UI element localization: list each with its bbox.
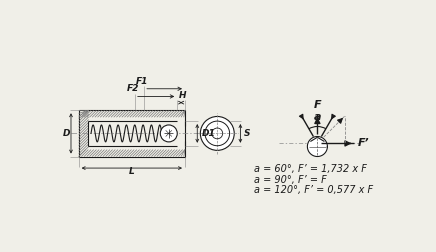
Circle shape [201,116,234,150]
Text: F’: F’ [358,138,369,148]
Text: F1: F1 [136,77,148,86]
Text: D: D [63,129,70,138]
Text: L: L [129,167,135,176]
Text: D1: D1 [202,129,216,138]
Text: S: S [244,129,251,138]
Polygon shape [310,137,324,142]
Text: H: H [179,90,187,100]
Text: F: F [313,100,321,110]
Text: a = 120°, F’ = 0,577 x F: a = 120°, F’ = 0,577 x F [254,185,373,195]
Text: a: a [313,112,321,122]
Circle shape [160,125,177,142]
Text: a = 60°, F’ = 1,732 x F: a = 60°, F’ = 1,732 x F [254,164,367,174]
Text: a = 90°, F’ = F: a = 90°, F’ = F [254,175,327,185]
Polygon shape [307,137,327,156]
Text: F2: F2 [126,84,139,93]
